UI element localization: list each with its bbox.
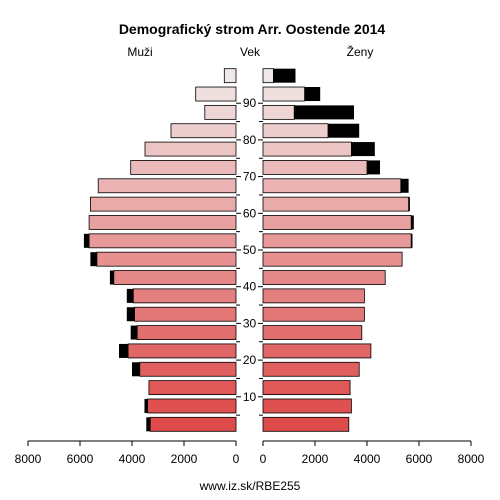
bar-female-20-24 <box>262 343 372 359</box>
bar-female-10-14 <box>262 380 351 396</box>
bar-female-undefined <box>262 68 274 84</box>
bar-male-90+ <box>195 86 237 102</box>
bar-female-25-29 <box>262 325 363 340</box>
bar-female-15-19 <box>262 361 360 377</box>
age-tick-label: 10 <box>243 390 257 404</box>
bar-male-55-59 <box>88 215 237 230</box>
x-tick-label-left: 6000 <box>67 452 94 466</box>
bar-male-85-89 <box>204 104 237 120</box>
bar-male-45-49 <box>96 251 237 267</box>
bar-female-foreign-90+ <box>304 87 321 102</box>
bar-male-60-64 <box>90 196 237 212</box>
bar-female-foreign-65-69 <box>400 178 409 193</box>
bar-female-foreign-55-59 <box>411 215 414 230</box>
bar-male-80-84 <box>170 123 237 139</box>
x-tick-label-right: 6000 <box>406 452 433 466</box>
bar-female-foreign-80-84 <box>328 123 360 138</box>
x-tick-label-right: 4000 <box>354 452 381 466</box>
bar-male-5-9 <box>147 398 237 414</box>
bar-female-foreign-75-79 <box>351 142 375 157</box>
bar-male-65-69 <box>97 178 237 194</box>
bar-male-30-34 <box>134 306 237 322</box>
x-tick-label-left: 2000 <box>171 452 198 466</box>
center-label: Vek <box>240 45 261 59</box>
bar-male-foreign-5-9 <box>144 398 148 413</box>
bar-male-foreign-25-29 <box>130 325 138 340</box>
x-tick-label-left: 8000 <box>15 452 42 466</box>
bar-male-70-74 <box>130 160 237 175</box>
x-tick-label-right: 2000 <box>302 452 329 466</box>
bar-male-foreign-35-39 <box>126 288 134 303</box>
bar-male-0-4 <box>149 416 237 432</box>
bar-female-85-89 <box>262 104 295 120</box>
bar-male-foreign-15-19 <box>132 362 140 377</box>
bar-female-foreign-50-54 <box>411 233 413 248</box>
bar-female-70-74 <box>262 160 368 175</box>
bar-female-30-34 <box>262 306 365 322</box>
bar-female-foreign-85-89 <box>294 105 354 120</box>
bar-male-foreign-50-54 <box>83 233 90 248</box>
age-tick-label: 20 <box>243 353 257 367</box>
x-tick-label-right: 0 <box>260 452 267 466</box>
bar-male-foreign-45-49 <box>90 252 97 267</box>
right-label: Ženy <box>347 44 374 59</box>
bar-female-90+ <box>262 86 305 102</box>
bar-female-55-59 <box>262 215 412 230</box>
age-tick-label: 40 <box>243 280 257 294</box>
bar-female-foreign-undefined <box>273 68 296 83</box>
bar-male-20-24 <box>127 343 237 359</box>
bar-male-foreign-40-44 <box>109 270 114 285</box>
age-tick-label: 50 <box>243 243 257 257</box>
bar-female-80-84 <box>262 123 329 139</box>
bar-male-15-19 <box>139 361 237 377</box>
x-tick-label-left: 0 <box>233 452 240 466</box>
bar-female-60-64 <box>262 196 410 212</box>
left-label: Muži <box>127 45 152 59</box>
x-tick-label-left: 4000 <box>119 452 146 466</box>
bar-female-45-49 <box>262 251 403 267</box>
bar-female-0-4 <box>262 416 350 432</box>
bar-male-10-14 <box>148 380 237 396</box>
age-tick-label: 70 <box>243 170 257 184</box>
bar-male-25-29 <box>136 325 237 340</box>
bar-male-foreign-0-4 <box>146 417 151 432</box>
bar-female-35-39 <box>262 288 365 304</box>
bar-male-40-44 <box>113 270 237 285</box>
age-tick-label: 60 <box>243 206 257 220</box>
bar-male-foreign-30-34 <box>126 307 135 322</box>
bar-male-50-54 <box>88 233 237 249</box>
chart-title: Demografický strom Arr. Oostende 2014 <box>119 21 386 37</box>
bar-female-40-44 <box>262 270 386 285</box>
bar-female-5-9 <box>262 398 352 414</box>
bar-male-35-39 <box>132 288 237 304</box>
bar-female-foreign-60-64 <box>408 197 410 212</box>
age-tick-label: 80 <box>243 133 257 147</box>
age-tick-label: 90 <box>243 96 257 110</box>
footer-source: www.iz.sk/RBE255 <box>199 479 301 493</box>
bar-female-50-54 <box>262 233 412 249</box>
bar-male-undefined <box>223 68 237 84</box>
x-tick-label-right: 8000 <box>458 452 485 466</box>
bar-female-75-79 <box>262 141 352 157</box>
bar-male-75-79 <box>144 141 237 157</box>
age-tick-label: 30 <box>243 316 257 330</box>
bar-female-foreign-70-74 <box>367 160 380 175</box>
bar-male-foreign-20-24 <box>119 343 129 358</box>
bar-female-65-69 <box>262 178 402 194</box>
